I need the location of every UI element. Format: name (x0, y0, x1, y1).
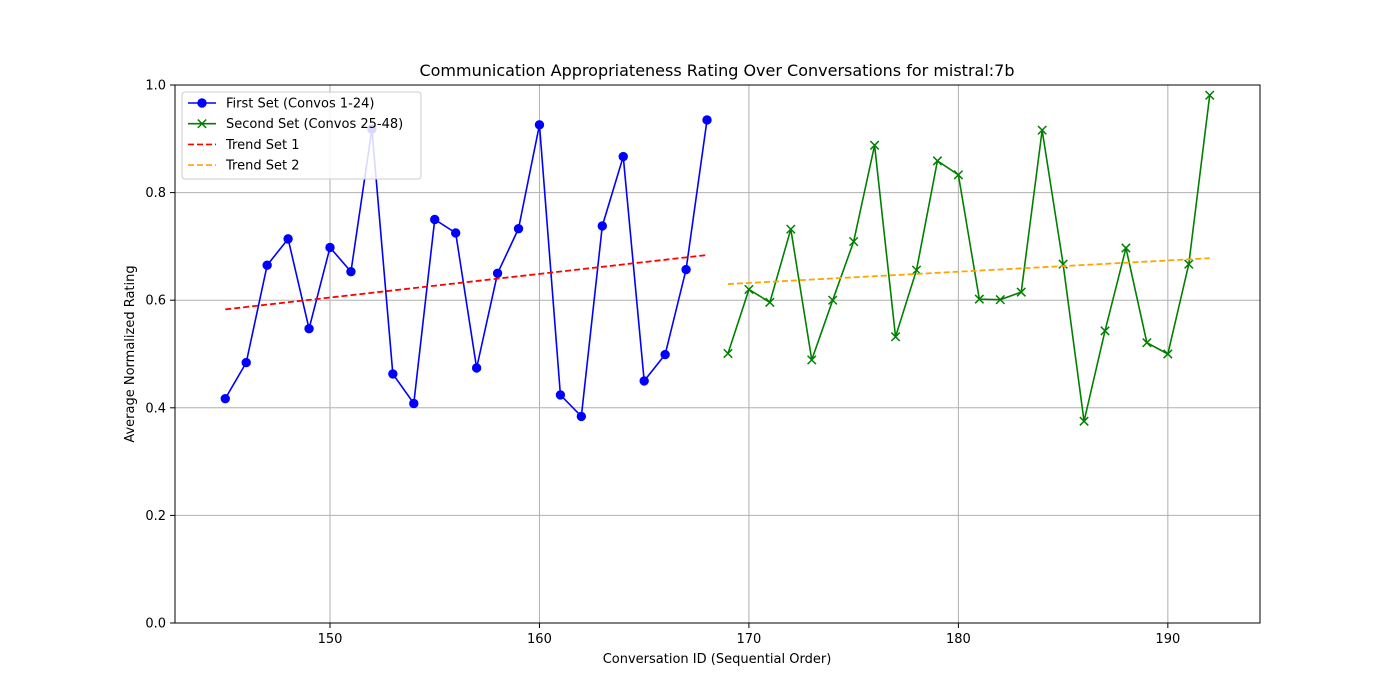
y-tick-label: 0.6 (145, 294, 166, 309)
y-tick-label: 0.8 (145, 186, 166, 201)
data-point (807, 355, 817, 365)
plot-frame (174, 84, 1261, 624)
data-point (513, 223, 524, 234)
data-point (346, 266, 356, 277)
data-point (639, 376, 649, 386)
axis-ticks: 150 160 170 180 190 0.0 0.2 0.4 0.6 0.8 1.0 (145, 79, 1180, 648)
y-axis-label: Average Normalized Rating (123, 265, 138, 442)
legend-item: First Set (Convos 1-24) (188, 97, 374, 112)
legend-box (181, 91, 422, 180)
y-tick-label: 0.2 (145, 509, 166, 524)
legend-label: Trend Set 2 (225, 159, 299, 174)
data-point (534, 120, 545, 130)
x-tick-label: 170 (737, 632, 762, 647)
data-point (869, 140, 880, 150)
data-point (1163, 349, 1173, 359)
legend: First Set (Convos 1-24) Second Set (Convo… (181, 91, 422, 180)
data-point (283, 234, 293, 244)
data-point (450, 228, 461, 238)
data-point (1079, 416, 1089, 426)
legend-label: First Set (Convos 1-24) (226, 97, 374, 112)
data-point (492, 268, 503, 278)
data-point (1016, 287, 1026, 297)
data-point (723, 348, 733, 359)
data-point (786, 224, 796, 234)
series-line (224, 119, 708, 419)
x-tick-label: 160 (527, 632, 552, 647)
legend-label: Trend Set 1 (225, 138, 299, 153)
legend-item: Trend Set 1 (188, 138, 299, 153)
data-point (1037, 125, 1047, 135)
data-point (744, 284, 754, 295)
data-point (555, 390, 566, 400)
x-tick-label: 180 (946, 632, 971, 647)
data-point (1204, 90, 1215, 100)
data-point (911, 265, 922, 275)
legend-marker (197, 98, 207, 108)
data-point (471, 363, 482, 373)
data-point (1121, 243, 1131, 253)
data-point (995, 294, 1006, 305)
data-point (220, 393, 230, 404)
series-line (727, 95, 1211, 422)
data-point (430, 214, 440, 225)
data-point (304, 324, 314, 334)
data-point (827, 295, 838, 305)
data-point (953, 170, 964, 180)
data-point (848, 236, 859, 247)
data-point (325, 242, 335, 253)
data-point (702, 115, 712, 125)
data-point (409, 398, 419, 409)
legend-marker (197, 118, 207, 129)
legend-label: Second Set (Convos 25-48) (226, 117, 403, 132)
x-axis-label: Conversation ID (Sequential Order) (603, 652, 832, 667)
data-point (262, 260, 272, 270)
chart-title: Communication Appropriateness Rating Ove… (419, 61, 1014, 80)
data-point (974, 294, 985, 304)
x-tick-label: 150 (318, 632, 343, 647)
data-point (765, 297, 775, 308)
legend-item: Trend Set 2 (188, 159, 299, 174)
legend-item: Second Set (Convos 25-48) (188, 117, 403, 132)
data-point (1142, 337, 1152, 348)
data-point (890, 332, 901, 342)
x-tick-label: 190 (1155, 632, 1180, 647)
data-point (1058, 259, 1068, 269)
y-tick-label: 1.0 (145, 79, 166, 94)
data-point (618, 151, 628, 162)
series-layer (220, 90, 1215, 426)
data-point (932, 156, 943, 166)
series-2 (723, 90, 1215, 426)
y-tick-label: 0.4 (145, 401, 166, 416)
data-point (681, 264, 691, 275)
data-point (1184, 259, 1194, 269)
data-point (597, 221, 607, 231)
data-point (660, 349, 670, 360)
y-tick-label: 0.0 (145, 617, 166, 632)
data-point (1100, 326, 1110, 336)
data-point (388, 369, 398, 379)
data-point (241, 357, 251, 368)
data-point (576, 411, 587, 422)
